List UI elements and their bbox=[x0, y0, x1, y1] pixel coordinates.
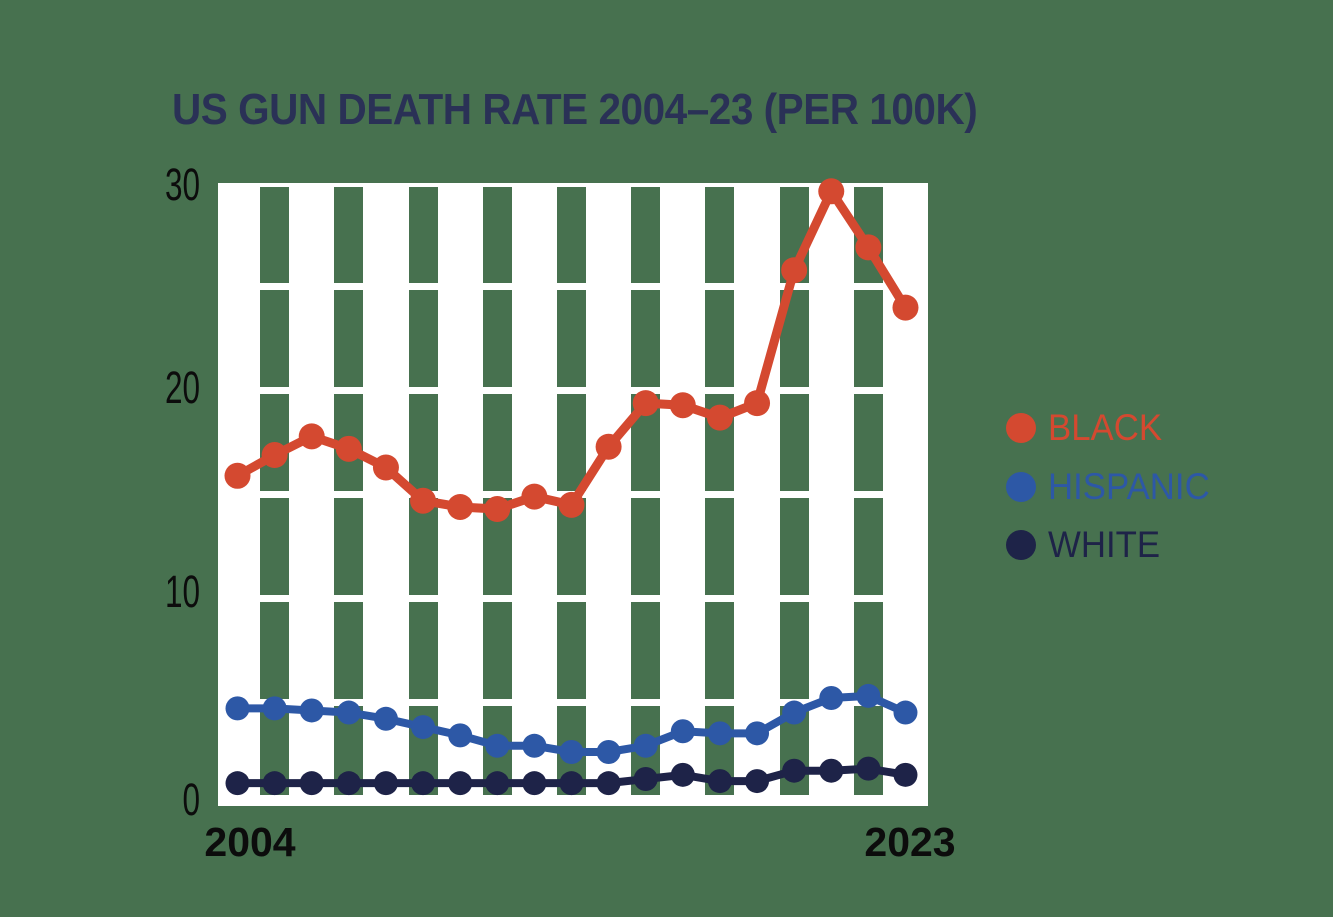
x-tick-label: 2023 bbox=[864, 819, 956, 865]
x-tick-label: 2004 bbox=[204, 819, 296, 865]
gridline bbox=[218, 594, 928, 602]
white-data-point bbox=[299, 771, 324, 796]
gridline bbox=[218, 387, 928, 395]
white-data-point bbox=[262, 771, 287, 796]
legend-dot-hispanic bbox=[1006, 472, 1036, 502]
white-data-point bbox=[559, 771, 584, 796]
white-data-point bbox=[819, 758, 844, 783]
black-data-point bbox=[855, 234, 882, 261]
legend-label-black: BLACK bbox=[1048, 407, 1163, 448]
black-data-point bbox=[818, 178, 845, 205]
black-data-point bbox=[595, 433, 622, 460]
white-data-point bbox=[707, 769, 732, 794]
hispanic-data-point bbox=[596, 740, 621, 765]
legend-label-white: WHITE bbox=[1048, 524, 1161, 565]
hispanic-data-point bbox=[373, 706, 398, 731]
legend-dot-black bbox=[1006, 413, 1036, 443]
white-data-point bbox=[448, 771, 473, 796]
y-tick-label: 10 bbox=[164, 566, 200, 617]
y-tick-label: 0 bbox=[182, 774, 200, 825]
gridline bbox=[218, 698, 928, 706]
white-data-point bbox=[411, 771, 436, 796]
hispanic-data-point bbox=[707, 721, 732, 746]
hispanic-data-point bbox=[670, 719, 695, 744]
white-data-point bbox=[670, 762, 695, 787]
hispanic-data-point bbox=[262, 696, 287, 721]
black-data-point bbox=[410, 487, 437, 514]
black-data-point bbox=[261, 442, 288, 469]
white-data-point bbox=[893, 762, 918, 787]
hispanic-data-point bbox=[893, 700, 918, 725]
black-data-point bbox=[372, 454, 399, 481]
white-data-point bbox=[522, 771, 547, 796]
white-data-point bbox=[596, 771, 621, 796]
hispanic-data-point bbox=[299, 698, 324, 723]
chart-title: US GUN DEATH RATE 2004–23 (PER 100K) bbox=[172, 85, 978, 134]
hispanic-data-point bbox=[819, 686, 844, 711]
black-data-point bbox=[484, 496, 511, 523]
legend-dot-white bbox=[1006, 530, 1036, 560]
legend-label-hispanic: HISPANIC bbox=[1048, 466, 1210, 507]
black-series-line bbox=[235, 182, 910, 514]
white-data-point bbox=[225, 771, 250, 796]
black-data-point bbox=[558, 491, 585, 518]
hispanic-data-point bbox=[448, 723, 473, 748]
white-data-point bbox=[782, 758, 807, 783]
y-tick-label: 20 bbox=[164, 362, 200, 413]
hispanic-data-point bbox=[485, 733, 510, 758]
hispanic-data-point bbox=[411, 715, 436, 740]
black-data-point bbox=[224, 462, 251, 489]
black-data-point bbox=[781, 257, 808, 284]
black-data-point bbox=[892, 294, 919, 321]
white-data-point bbox=[336, 771, 361, 796]
black-data-point bbox=[706, 404, 733, 431]
black-data-point bbox=[632, 390, 659, 417]
plot-area bbox=[218, 178, 928, 806]
hispanic-data-point bbox=[225, 696, 250, 721]
black-data-point bbox=[744, 390, 771, 417]
black-data-point bbox=[447, 493, 474, 520]
y-tick-label: 30 bbox=[164, 159, 200, 210]
white-data-point bbox=[373, 771, 398, 796]
white-data-point bbox=[485, 771, 510, 796]
hispanic-data-point bbox=[782, 700, 807, 725]
white-data-point bbox=[745, 769, 770, 794]
hispanic-data-point bbox=[336, 700, 361, 725]
hispanic-data-point bbox=[745, 721, 770, 746]
black-data-point bbox=[298, 423, 325, 450]
line-series-plot bbox=[224, 178, 919, 796]
white-data-point bbox=[856, 756, 881, 781]
gridline bbox=[218, 283, 928, 291]
black-data-point bbox=[669, 392, 696, 419]
hispanic-data-point bbox=[633, 733, 658, 758]
white-data-point bbox=[633, 767, 658, 792]
hispanic-data-point bbox=[559, 740, 584, 765]
hispanic-data-point bbox=[522, 733, 547, 758]
hispanic-data-point bbox=[856, 683, 881, 708]
black-data-point bbox=[335, 435, 362, 462]
black-data-point bbox=[521, 483, 548, 510]
